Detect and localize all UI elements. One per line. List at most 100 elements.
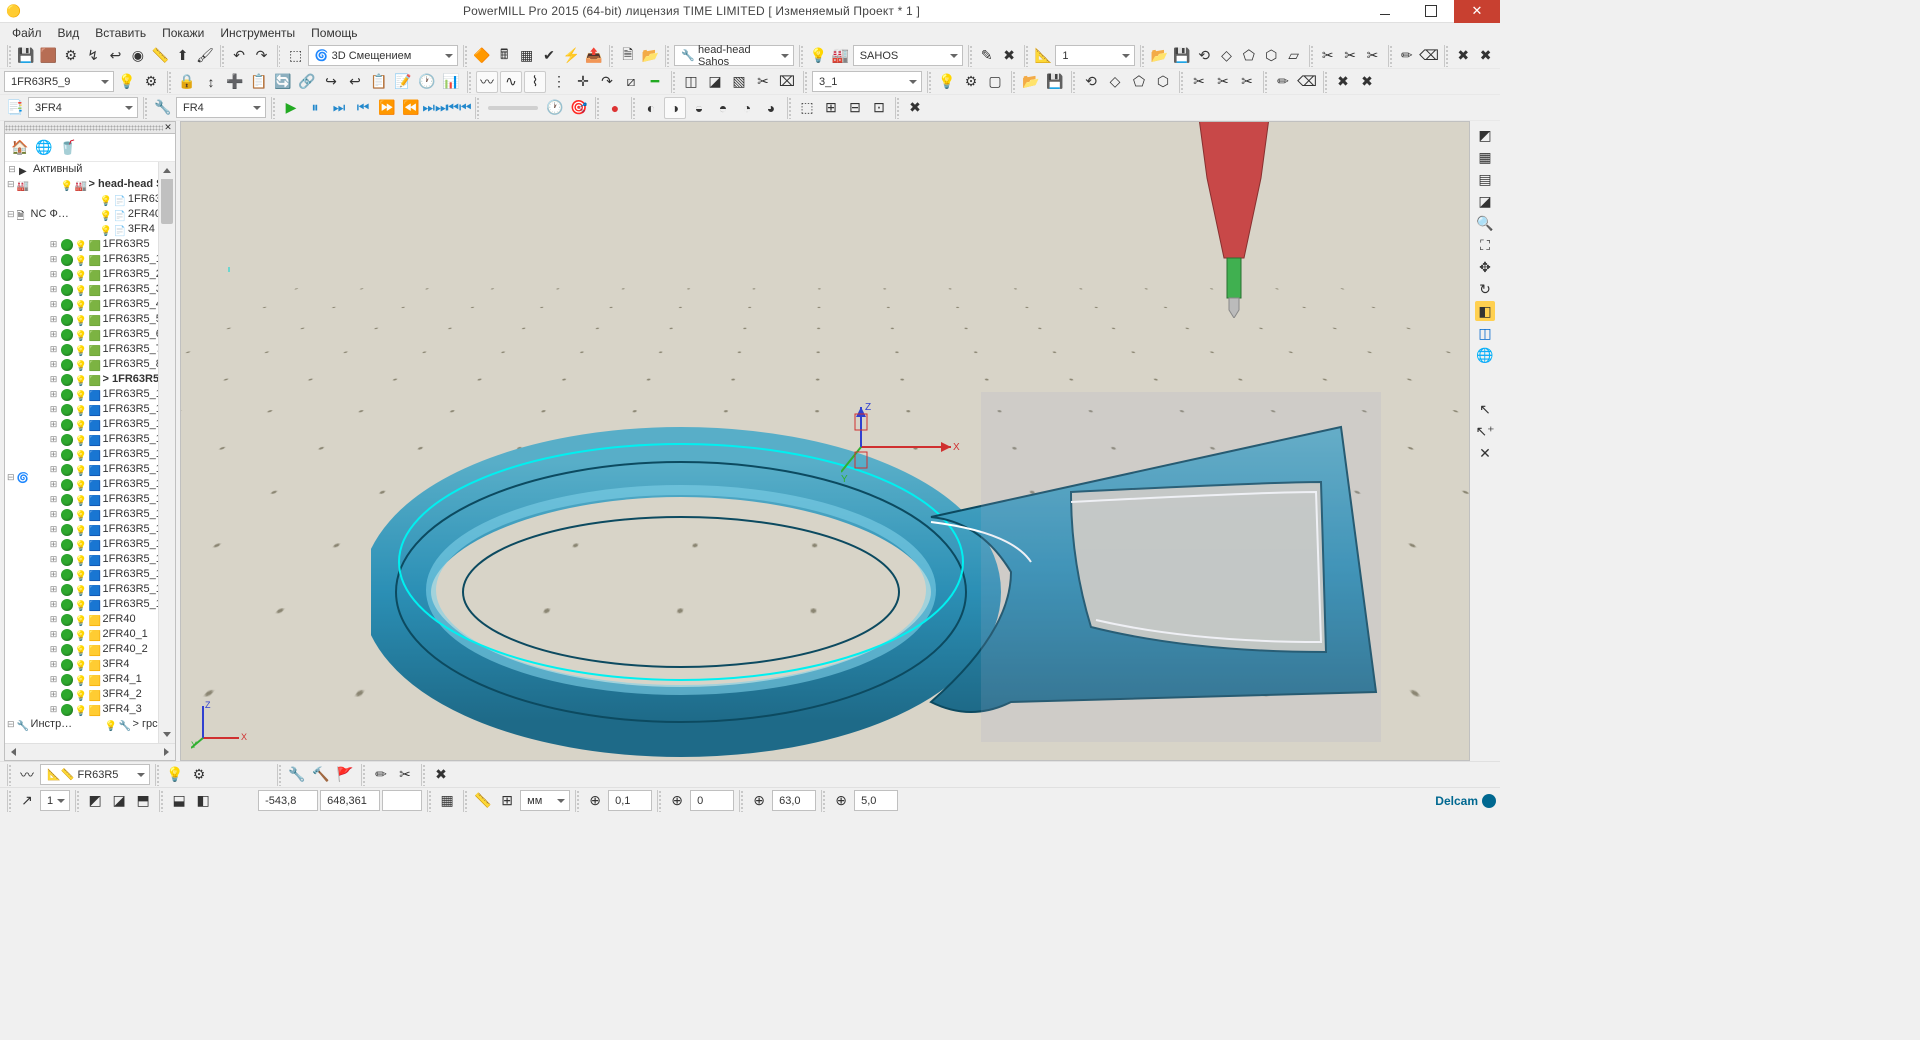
lflag-icon[interactable]: 🚩	[334, 764, 356, 786]
tree-node[interactable]: 🟨3FR4_1	[49, 672, 175, 687]
boundary3-icon[interactable]: ⬠	[1239, 45, 1259, 67]
action2-icon[interactable]: ◪	[704, 71, 726, 93]
curve-icon[interactable]: 〰	[16, 764, 38, 786]
process-icon[interactable]: 🔄	[272, 71, 294, 93]
tree-node[interactable]: 🗎NC Файлы📄1FR63R5📄2FR40📄3FR4	[7, 192, 175, 237]
head-dropdown[interactable]: 🔧 head-head Sahos	[674, 45, 794, 66]
bulb2-icon[interactable]: 💡	[116, 71, 138, 93]
cube5-icon[interactable]: ◧	[192, 790, 214, 812]
tree-node[interactable]: 🟨3FR4_2	[49, 687, 175, 702]
tree-node[interactable]: 🟦1FR63R5_15_1	[49, 567, 175, 582]
grid-icon[interactable]: ▦	[516, 45, 536, 67]
delx-icon[interactable]: ✖	[904, 97, 926, 119]
panel-grip[interactable]: ✕	[5, 122, 175, 134]
wire2-icon[interactable]: ∿	[500, 71, 522, 93]
tree-node[interactable]: 🟩1FR63R5_7	[49, 342, 175, 357]
cube1-icon[interactable]: ◩	[84, 790, 106, 812]
tree-node[interactable]: 🟩1FR63R5_5	[49, 312, 175, 327]
feedrate-icon[interactable]: ⚙	[61, 45, 81, 67]
lpencil-icon[interactable]: ✏	[370, 764, 392, 786]
menu-view[interactable]: Вид	[50, 24, 88, 42]
points-icon[interactable]: ⋮	[548, 71, 570, 93]
side-icon[interactable]: ▤	[1475, 169, 1495, 189]
workplane-icon[interactable]: 📐	[1033, 45, 1053, 67]
drop31[interactable]: 3_1	[812, 71, 922, 92]
speed-slider[interactable]	[488, 106, 538, 110]
mm-icon[interactable]: 📏	[472, 790, 494, 812]
tree-node[interactable]: 🟦1FR63R5_15	[49, 462, 175, 477]
shade5-icon[interactable]: ◔	[736, 97, 758, 119]
tree-node[interactable]: ▶Активный	[7, 162, 175, 177]
copy-icon[interactable]: 📋	[248, 71, 270, 93]
leads-icon2[interactable]: ↷	[596, 71, 618, 93]
skip-fwd-icon[interactable]: ⏭⏭	[424, 97, 446, 119]
cube2-icon[interactable]: ◪	[108, 790, 130, 812]
tree-node[interactable]: 🟩> 1FR63R5_9	[49, 372, 175, 387]
target-icon[interactable]: 🎯	[568, 97, 590, 119]
play-icon[interactable]: ▶	[280, 97, 302, 119]
block-icon[interactable]: 🟫	[38, 45, 58, 67]
boundary2-icon[interactable]: ◇	[1216, 45, 1236, 67]
view3-icon[interactable]: ⊟	[844, 97, 866, 119]
iso2-icon[interactable]: ◪	[1475, 191, 1495, 211]
strategy-dropdown[interactable]: 🌀 3D Смещением	[308, 45, 458, 66]
gear-icon[interactable]: ⚙	[140, 71, 162, 93]
startpoint-icon[interactable]: ◉	[128, 45, 148, 67]
collision-icon[interactable]: ⚡	[561, 45, 581, 67]
toolbar-grip[interactable]	[7, 764, 11, 786]
trim3-icon[interactable]: ✂	[1362, 45, 1382, 67]
boundary4-icon[interactable]: ⬡	[1261, 45, 1281, 67]
zoom-icon[interactable]: 🔍	[1475, 213, 1495, 233]
export-icon[interactable]: 📤	[584, 45, 604, 67]
home-icon[interactable]: 🏠	[9, 137, 31, 159]
paintbrush-icon[interactable]: 🖌	[195, 45, 215, 67]
tree-node[interactable]: 🌀Траектории🟩1FR63R5🟩1FR63R5_1🟩1FR63R5_2🟩…	[7, 237, 175, 717]
skip-back-icon[interactable]: ⏮⏮	[448, 97, 470, 119]
tree-node[interactable]: 🟨2FR40_2	[49, 642, 175, 657]
target4-icon[interactable]: ⊕	[748, 790, 770, 812]
tree-node[interactable]: 🏭> head-head Sahos	[49, 177, 175, 192]
tree-node[interactable]: 🔧Инструменты🔧> грсэрс	[7, 717, 175, 732]
close-button[interactable]	[1454, 0, 1500, 23]
record-icon[interactable]: ●	[604, 97, 626, 119]
calculator-icon[interactable]: 🖩	[494, 45, 514, 67]
shade2-icon[interactable]: ◑	[664, 97, 686, 119]
step-fwd-icon[interactable]: ⏭	[328, 97, 350, 119]
light-icon[interactable]: 💡	[808, 45, 828, 67]
nc-icon[interactable]: 🗎	[618, 45, 638, 67]
tree-node[interactable]: 🟨2FR40_1	[49, 627, 175, 642]
globe-icon[interactable]: 🌐	[33, 137, 55, 159]
tree-node[interactable]: 🟩1FR63R5_1	[49, 252, 175, 267]
menu-show[interactable]: Покажи	[154, 24, 212, 42]
pencil-icon[interactable]: ✏	[1397, 45, 1417, 67]
axis-icon[interactable]: ✛	[572, 71, 594, 93]
redo-icon[interactable]: ↷	[251, 45, 271, 67]
wire3-icon[interactable]: ⌇	[524, 71, 546, 93]
machine-icon[interactable]: 🏭	[830, 45, 850, 67]
toolbar-grip[interactable]	[7, 45, 11, 67]
panel-close-icon[interactable]: ✕	[163, 123, 173, 133]
box-icon[interactable]: ▢	[984, 71, 1006, 93]
t2-icon[interactable]: ✂	[1212, 71, 1234, 93]
verify-icon[interactable]: ✔	[539, 45, 559, 67]
toolpath-calc-icon[interactable]: 🔶	[472, 45, 492, 67]
scroll-down-icon[interactable]	[159, 726, 175, 743]
tree-node[interactable]: 🟦1FR63R5_17	[49, 597, 175, 612]
tree-node[interactable]: 🟨2FR40	[49, 612, 175, 627]
tree-node[interactable]: 🟦1FR63R5_16	[49, 477, 175, 492]
fit-icon[interactable]: ⛶	[1475, 235, 1495, 255]
top-icon[interactable]: ▦	[1475, 147, 1495, 167]
save2-icon[interactable]: 💾	[1172, 45, 1192, 67]
cup-icon[interactable]: 🥤	[57, 137, 79, 159]
tree-node[interactable]: 🟦1FR63R5_16_1	[49, 582, 175, 597]
d1-dropdown[interactable]: 3FR4	[28, 97, 138, 118]
menu-tools[interactable]: Инструменты	[212, 24, 303, 42]
tree-node[interactable]: 🟦1FR63R5_13	[49, 432, 175, 447]
b4-icon[interactable]: ⬡	[1152, 71, 1174, 93]
p1-icon[interactable]: ✏	[1272, 71, 1294, 93]
tree-node[interactable]: 🟩1FR63R5_6	[49, 327, 175, 342]
x2-icon[interactable]: ✖	[1356, 71, 1378, 93]
sahos-dropdown[interactable]: SAHOS	[853, 45, 963, 66]
lower-d1[interactable]: 📐📏 FR63R5	[40, 764, 150, 785]
tree-node[interactable]: 🟨3FR4	[49, 657, 175, 672]
